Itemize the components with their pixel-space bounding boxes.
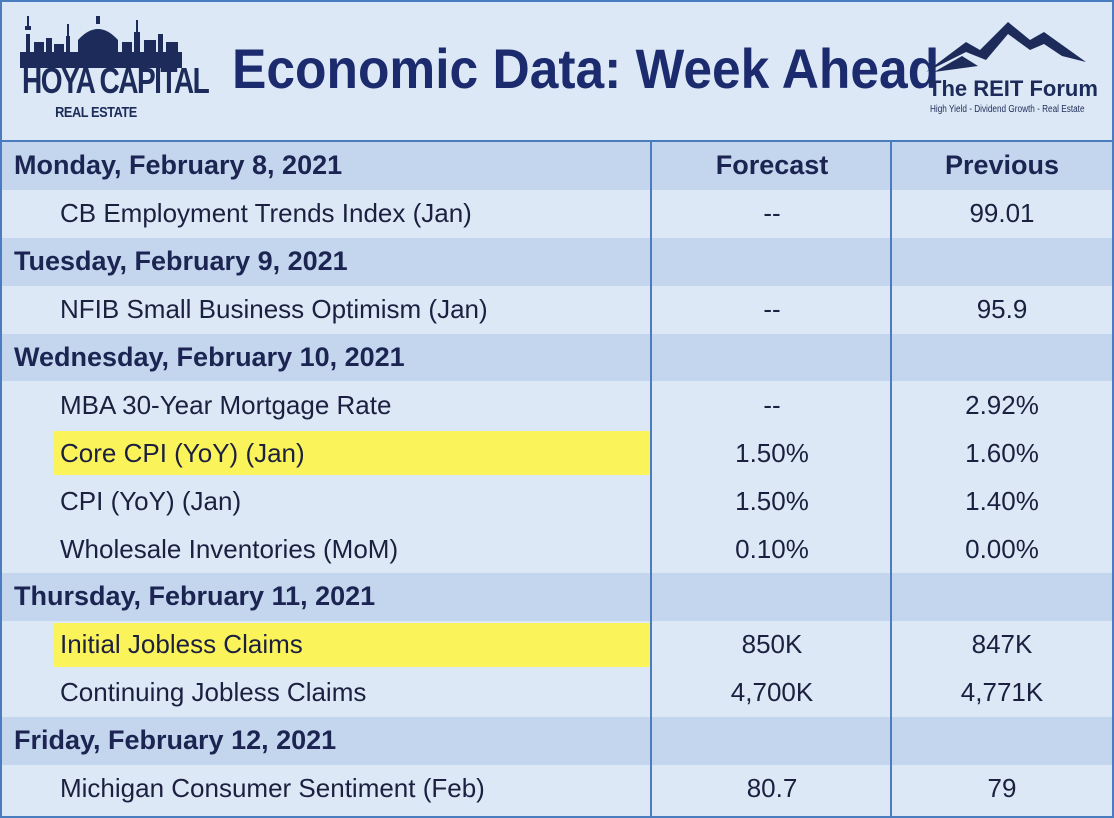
day-label: Wednesday, February 10, 2021 [14, 342, 405, 372]
event-name: Core CPI (YoY) (Jan) [60, 437, 305, 468]
previous-value: 0.00% [965, 533, 1039, 564]
day-row: Thursday, February 11, 2021 [2, 573, 1112, 621]
highlight-marker [54, 431, 650, 476]
header: HOYA CAPITAL REAL ESTATE Economic Data: … [2, 2, 1112, 142]
forecast-header: Forecast [715, 150, 829, 181]
hoya-capital-logo: HOYA CAPITAL REAL ESTATE [16, 12, 210, 132]
day-label: Monday, February 8, 2021 [14, 150, 343, 181]
reit-forum-tagline: High Yield - Dividend Growth - Real Esta… [930, 104, 1085, 115]
forecast-value: 850K [741, 629, 803, 660]
table-row: MBA 30-Year Mortgage Rate -- 2.92% [2, 381, 1112, 430]
table-row-highlighted: Initial Jobless Claims 850K 847K [2, 620, 1112, 669]
event-name: NFIB Small Business Optimism (Jan) [60, 294, 488, 325]
previous-value: 847K [971, 629, 1033, 660]
highlight-marker [54, 622, 650, 667]
day-label: Thursday, February 11, 2021 [14, 581, 376, 612]
previous-value: 4,771K [960, 677, 1044, 708]
table-row: NFIB Small Business Optimism (Jan) -- 95… [2, 285, 1112, 334]
forecast-value: -- [763, 389, 781, 420]
day-row-header: Monday, February 8, 2021 Forecast Previo… [2, 142, 1112, 190]
forecast-value: -- [763, 294, 781, 325]
table-row: Wholesale Inventories (MoM) 0.10% 0.00% [2, 525, 1112, 574]
event-name: MBA 30-Year Mortgage Rate [60, 389, 392, 420]
day-row: Friday, February 12, 2021 [2, 716, 1112, 765]
previous-header: Previous [944, 150, 1060, 181]
previous-value: 99.01 [969, 198, 1035, 229]
forecast-value: 1.50% [735, 437, 809, 468]
previous-value: 2.92% [965, 389, 1039, 420]
forecast-value: 80.7 [746, 773, 798, 804]
hoya-capital-sub: REAL ESTATE [55, 104, 137, 121]
table-row: CB Employment Trends Index (Jan) -- 99.0… [2, 189, 1112, 238]
page-title: Economic Data: Week Ahead [232, 37, 940, 100]
day-row: Tuesday, February 9, 2021 [2, 237, 1112, 286]
economic-data-table: Monday, February 8, 2021 Forecast Previo… [2, 142, 1112, 813]
forecast-value: 4,700K [730, 677, 814, 708]
forecast-value: 1.50% [735, 485, 809, 516]
forecast-value: 0.10% [735, 533, 809, 564]
column-divider [650, 142, 652, 816]
reit-forum-logo: The REIT Forum High Yield - Dividend Gro… [922, 20, 1102, 130]
previous-value: 95.9 [976, 294, 1028, 325]
table-row: Michigan Consumer Sentiment (Feb) 80.7 7… [2, 764, 1112, 813]
day-label: Tuesday, February 9, 2021 [14, 246, 348, 277]
previous-value: 79 [987, 773, 1017, 804]
event-name: Initial Jobless Claims [60, 629, 303, 660]
skyline-icon [20, 16, 182, 68]
event-name: CPI (YoY) (Jan) [60, 485, 242, 516]
table-row-highlighted: Core CPI (YoY) (Jan) 1.50% 1.60% [2, 429, 1112, 478]
table-row: Continuing Jobless Claims 4,700K 4,771K [2, 668, 1112, 717]
day-label: Friday, February 12, 2021 [14, 725, 337, 756]
table-row: CPI (YoY) (Jan) 1.50% 1.40% [2, 477, 1112, 526]
event-name: Continuing Jobless Claims [60, 677, 367, 708]
reit-forum-name: The REIT Forum [928, 76, 1098, 101]
day-row: Wednesday, February 10, 2021 [2, 333, 1112, 382]
event-name: Michigan Consumer Sentiment (Feb) [60, 773, 485, 804]
previous-value: 1.60% [965, 437, 1039, 468]
event-name: CB Employment Trends Index (Jan) [60, 198, 472, 229]
forecast-value: -- [763, 198, 781, 229]
column-divider [890, 142, 892, 816]
mountain-icon [926, 22, 1086, 72]
event-name: Wholesale Inventories (MoM) [60, 533, 399, 564]
hoya-capital-name: HOYA CAPITAL [22, 60, 210, 101]
previous-value: 1.40% [965, 485, 1039, 516]
